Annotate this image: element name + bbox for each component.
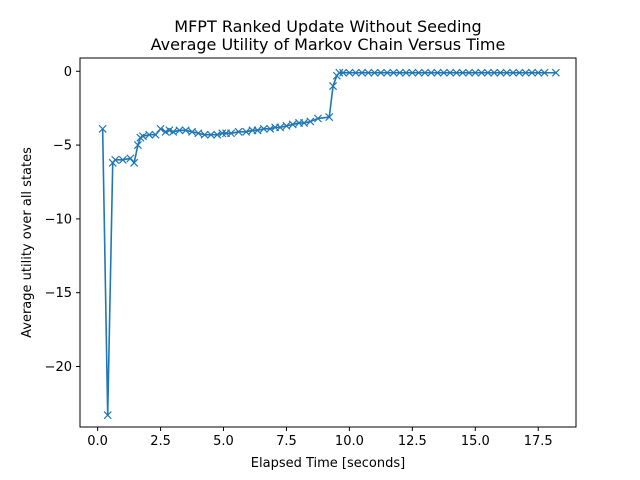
chart-title-line1: MFPT Ranked Update Without Seeding <box>174 17 481 36</box>
data-point-marker <box>156 124 165 133</box>
x-tick-label: 7.5 <box>276 434 297 449</box>
data-point-marker <box>234 127 243 136</box>
data-point-marker <box>521 68 530 77</box>
data-point-marker <box>408 68 417 77</box>
y-tick-label: 0 <box>64 65 72 80</box>
data-point-marker <box>357 68 367 77</box>
data-point-marker <box>133 141 142 150</box>
data-point-marker <box>420 68 429 77</box>
series-line <box>101 71 556 416</box>
data-point-marker <box>483 68 492 77</box>
data-point-marker <box>181 126 190 135</box>
data-point-marker <box>509 68 518 77</box>
data-point-marker <box>496 68 505 77</box>
data-point-marker <box>471 68 480 77</box>
x-tick-label: 10.0 <box>335 434 364 449</box>
data-point-marker <box>329 82 338 91</box>
data-point-marker <box>259 124 268 133</box>
data-point-marker <box>414 68 423 77</box>
data-point-marker <box>276 123 285 132</box>
data-point-marker <box>402 68 411 77</box>
x-tick-label: 0.0 <box>87 434 108 449</box>
data-point-marker <box>218 129 227 138</box>
data-point-marker <box>227 129 236 138</box>
x-tick-label: 15.0 <box>461 434 490 449</box>
y-tick-label: −10 <box>45 212 72 227</box>
data-point-marker <box>515 68 524 77</box>
data-point-marker <box>111 155 120 164</box>
data-point-marker <box>98 124 107 133</box>
x-tick-label: 2.5 <box>150 434 171 449</box>
data-point-marker <box>433 68 442 77</box>
y-axis-label: Average utility over all states <box>20 147 35 338</box>
data-point-marker <box>300 118 309 127</box>
data-point-marker <box>151 130 160 139</box>
data-point-marker <box>452 68 461 77</box>
data-point-marker <box>339 68 348 77</box>
data-point-marker <box>282 121 291 130</box>
data-point-marker <box>540 68 549 77</box>
data-point-marker <box>502 68 511 77</box>
chart-title-line2: Average Utility of Markov Chain Versus T… <box>151 35 506 54</box>
data-point-marker <box>395 68 404 77</box>
data-point-marker <box>242 127 251 136</box>
data-point-marker <box>206 130 215 139</box>
data-point-marker <box>130 158 139 167</box>
data-point-marker <box>370 68 379 77</box>
data-point-marker <box>376 68 385 77</box>
data-point-marker <box>288 120 297 129</box>
y-tick-label: −20 <box>45 360 72 375</box>
data-point-marker <box>477 68 486 77</box>
data-point-marker <box>464 68 474 77</box>
data-point-marker <box>534 68 543 77</box>
data-point-marker <box>306 117 315 126</box>
data-point-marker <box>213 130 222 139</box>
plot-frame <box>79 57 577 428</box>
data-point-marker <box>313 114 322 123</box>
data-point-marker <box>389 68 398 77</box>
data-point-marker <box>345 68 354 77</box>
data-point-marker <box>364 68 373 77</box>
data-point-marker <box>188 127 197 136</box>
data-point-marker <box>266 124 275 133</box>
data-point-marker <box>458 68 467 77</box>
data-point-marker <box>325 113 334 122</box>
data-point-marker <box>551 68 560 77</box>
data-point-marker <box>427 68 436 77</box>
data-point-marker <box>145 130 154 139</box>
data-point-marker <box>490 68 499 77</box>
x-axis: 0.0 2.5 5.0 7.5 10.0 12.5 15.0 17.5 <box>87 427 553 449</box>
data-point-marker <box>175 126 184 135</box>
data-point-marker <box>169 127 178 136</box>
y-tick-label: −5 <box>53 139 72 154</box>
data-point-marker <box>335 68 344 77</box>
data-point-marker <box>383 68 392 77</box>
data-point-marker <box>194 129 203 138</box>
x-axis-label: Elapsed Time [seconds] <box>251 456 405 471</box>
series-group <box>98 68 560 420</box>
x-tick-label: 12.5 <box>398 434 427 449</box>
data-point-marker <box>103 411 112 420</box>
data-point-marker <box>439 68 448 77</box>
data-point-marker <box>527 68 536 77</box>
data-point-marker <box>136 133 145 142</box>
y-tick-label: −15 <box>45 286 72 301</box>
data-point-marker <box>118 155 127 164</box>
x-tick-label: 5.0 <box>213 434 234 449</box>
data-point-marker <box>138 132 147 141</box>
data-point-marker <box>446 68 455 77</box>
y-axis: 0 −5 −10 −15 −20 <box>45 65 80 375</box>
data-point-marker <box>253 126 262 135</box>
data-point-marker <box>351 68 360 77</box>
data-point-marker <box>200 130 209 139</box>
x-tick-label: 17.5 <box>524 434 553 449</box>
